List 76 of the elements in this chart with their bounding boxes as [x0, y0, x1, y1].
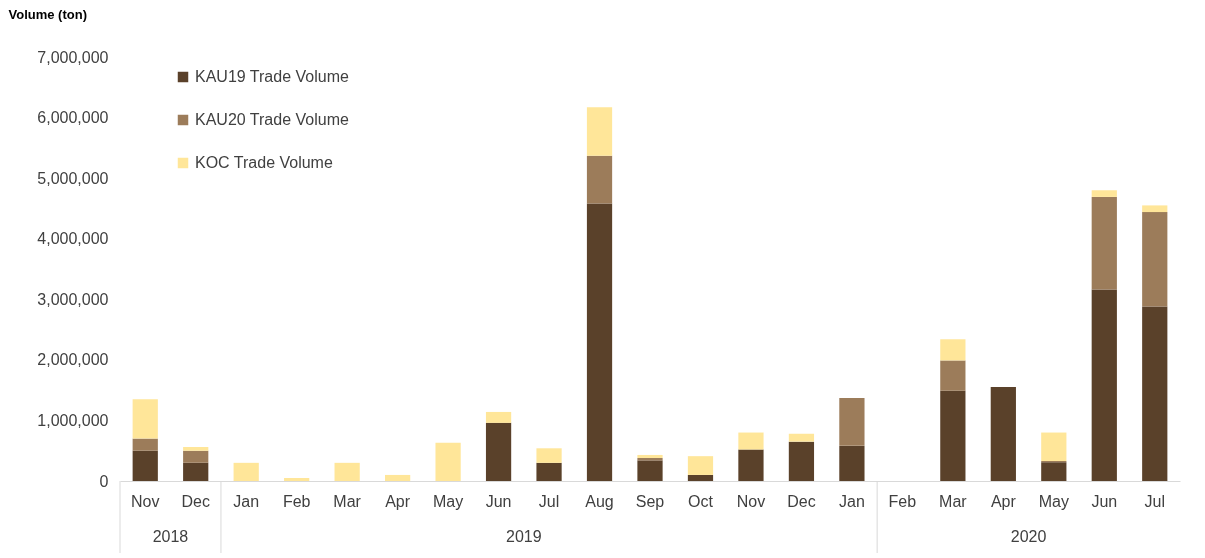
bar — [385, 474, 411, 481]
text: 2018 — [152, 528, 189, 545]
bar — [839, 445, 865, 481]
x-tick-label: Jun — [485, 492, 512, 510]
x-tick-label: Nov — [736, 492, 766, 510]
legend-label: KAU20 Trade Volume — [195, 111, 349, 128]
text: 2019 — [506, 528, 542, 545]
bar — [940, 390, 966, 481]
bar — [1091, 190, 1117, 197]
bar — [940, 360, 966, 391]
bar — [788, 433, 815, 442]
y-tick-label: 4,000,000 — [37, 230, 109, 248]
bar — [1041, 462, 1067, 481]
bar — [1142, 205, 1168, 213]
bar — [485, 422, 512, 481]
x-tick-label: May — [432, 492, 464, 510]
bar — [233, 462, 259, 481]
y-tick-label: 3,000,000 — [37, 290, 109, 308]
bar — [132, 399, 158, 439]
bar — [738, 449, 764, 481]
x-tick-label: Feb — [282, 492, 311, 510]
x-tick-label: Sep — [635, 492, 665, 510]
legend-label: KOC Trade Volume — [195, 154, 333, 171]
bar — [132, 450, 158, 481]
bar — [839, 398, 865, 446]
bar — [1091, 289, 1117, 481]
y-tick-label: 2,000,000 — [37, 351, 109, 369]
bar — [586, 155, 613, 204]
text: 2020 — [1010, 528, 1047, 545]
bar — [1091, 196, 1117, 290]
bar — [284, 477, 310, 481]
bar — [940, 339, 966, 361]
bar — [1142, 212, 1168, 307]
x-tick-label: Mar — [939, 492, 968, 510]
legend-label: KAU19 Trade Volume — [195, 68, 349, 85]
bar — [132, 438, 158, 451]
x-tick-label: Jul — [1144, 492, 1165, 510]
bar — [637, 460, 663, 481]
bar — [586, 107, 613, 156]
x-tick-label: Nov — [131, 492, 160, 510]
y-tick-label: 5,000,000 — [37, 169, 109, 187]
x-tick-label: Apr — [385, 492, 411, 510]
x-tick-label: Jun — [1091, 492, 1118, 510]
x-tick-label: Mar — [333, 492, 362, 510]
x-tick-label: Oct — [688, 492, 714, 510]
bar — [586, 203, 613, 481]
bar — [990, 387, 1016, 481]
x-tick-label: May — [1038, 492, 1069, 510]
y-tick-label: 7,000,000 — [37, 48, 109, 66]
bar — [788, 441, 815, 481]
x-tick-label: Dec — [787, 492, 816, 510]
bar — [334, 462, 360, 481]
y-tick-label: 1,000,000 — [37, 411, 109, 429]
y-tick-label: 6,000,000 — [37, 109, 109, 127]
bar — [435, 442, 461, 481]
bar — [485, 411, 512, 423]
bar — [687, 474, 714, 481]
bar — [1142, 306, 1168, 481]
bar — [536, 448, 562, 463]
y-tick-label: 0 — [99, 472, 109, 490]
bar — [183, 450, 209, 463]
x-tick-label: Aug — [585, 492, 614, 510]
bar — [183, 462, 209, 481]
bar — [536, 462, 562, 481]
x-tick-label: Apr — [990, 492, 1017, 510]
x-tick-label: Jan — [839, 492, 865, 510]
y-axis-title: Volume (ton) — [8, 6, 87, 22]
bar — [637, 454, 663, 458]
x-tick-label: Jan — [233, 492, 260, 510]
x-tick-label: Feb — [888, 492, 917, 510]
bar — [1041, 432, 1067, 462]
x-tick-label: Dec — [181, 492, 210, 510]
bar — [687, 456, 714, 475]
bar — [183, 447, 209, 451]
bar — [738, 432, 764, 450]
x-tick-label: Jul — [538, 492, 560, 510]
